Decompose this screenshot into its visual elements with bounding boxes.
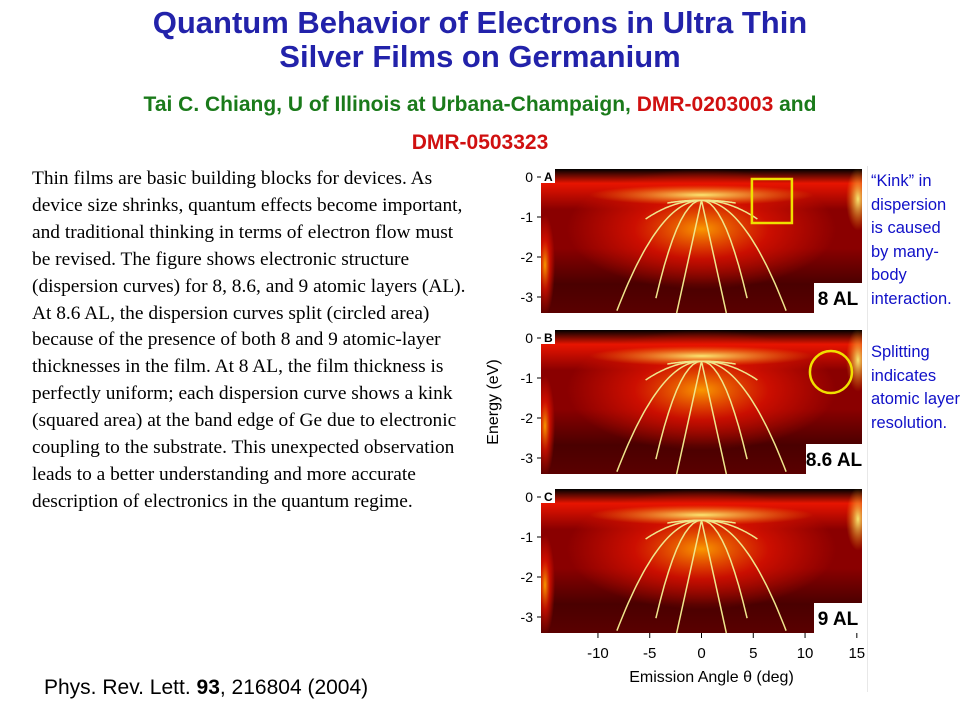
x-tick-label: 5 [749, 645, 757, 662]
splitting-note: Splitting indicates atomic layer resolut… [871, 343, 960, 432]
x-tick-label: 15 [848, 645, 865, 662]
intensity-band [589, 184, 814, 206]
citation-rest: , 216804 (2004) [219, 676, 369, 699]
x-tick-label: -10 [587, 645, 609, 662]
dispersion-figure: 0 -1 -2 -3 A 8 AL 0 -1 -2 -3 B 8.6 AL 0 -1 -2 -3 C 9 AL -1… [485, 169, 865, 686]
panel-letter: A [544, 170, 553, 184]
y-tick-label: -1 [521, 529, 534, 545]
citation-journal: Phys. Rev. Lett. [44, 676, 197, 699]
y-tick-label: -1 [521, 209, 534, 225]
edge-streak-right [846, 489, 862, 551]
dispersion-curve [616, 519, 702, 631]
author-affiliation: Tai C. Chiang, U of Illinois at Urbana-C… [143, 93, 637, 116]
dispersion-curve [655, 360, 702, 460]
y-tick-label: -3 [521, 609, 534, 625]
dispersion-curve [655, 199, 702, 299]
x-tick-label: 10 [797, 645, 814, 662]
y-tick-label: 0 [525, 169, 533, 185]
y-tick-label: -2 [521, 569, 534, 585]
panel-b: 0 -1 -2 -3 B 8.6 AL [521, 330, 863, 474]
dispersion-curve [645, 360, 702, 381]
y-tick-label: -3 [521, 289, 534, 305]
x-tick-label: 0 [697, 645, 705, 662]
panel-label: 8 AL [818, 289, 859, 310]
grant-1: DMR-0203003 [636, 93, 774, 116]
panel-label: 9 AL [818, 609, 859, 630]
grant-2: DMR-0503323 [411, 131, 549, 154]
panel-letter-bg [541, 330, 555, 344]
title-line-2: Silver Films on Germanium [279, 39, 681, 74]
y-tick-label: -2 [521, 249, 534, 265]
y-tick-label: 0 [525, 330, 533, 346]
dispersion-curve [701, 519, 748, 619]
panel-letter-bg [541, 489, 555, 503]
and-word: and [773, 93, 817, 116]
edge-streak-right [846, 169, 862, 231]
y-tick-label: -3 [521, 450, 534, 466]
dispersion-curve [675, 200, 703, 313]
x-tick-label: -5 [643, 645, 656, 662]
slide-title: Quantum Behavior of Electrons in Ultra T… [0, 6, 960, 74]
intensity-band [589, 504, 814, 526]
dispersion-curve [700, 200, 728, 313]
panel-label-box [814, 603, 862, 633]
panel-intensity [541, 169, 862, 313]
panel-letter: C [544, 490, 553, 504]
edge-streak-left [541, 375, 555, 474]
splitting-circle-marker [808, 349, 854, 395]
y-tick-label: 0 [525, 489, 533, 505]
panel-label-box [814, 283, 862, 313]
panel-letter-bg [541, 169, 555, 183]
panel-label-box [806, 444, 862, 474]
y-axis-label: Energy (eV) [485, 359, 502, 444]
dispersion-curve [700, 520, 728, 633]
kink-square-marker [750, 177, 794, 225]
divider [867, 166, 868, 692]
dispersion-curve [701, 519, 787, 631]
dispersion-curve [701, 360, 748, 460]
dispersion-curve [701, 360, 758, 381]
title-line-1: Quantum Behavior of Electrons in Ultra T… [152, 5, 808, 40]
panel-intensity [541, 330, 862, 474]
edge-streak-left [541, 534, 555, 633]
dispersion-curve [675, 361, 703, 474]
dispersion-curve [655, 519, 702, 619]
authors-line: Tai C. Chiang, U of Illinois at Urbana-C… [20, 86, 940, 162]
citation: Phys. Rev. Lett. 93, 216804 (2004) [44, 676, 368, 700]
citation-volume: 93 [196, 676, 220, 699]
edge-streak-left [541, 214, 555, 313]
dispersion-curve [701, 199, 748, 299]
dispersion-curve [675, 520, 703, 633]
x-axis-label: Emission Angle θ (deg) [629, 669, 794, 686]
panel-c: 0 -1 -2 -3 C 9 AL [521, 489, 862, 633]
body-paragraph: Thin films are basic building blocks for… [32, 168, 466, 512]
panel-label: 8.6 AL [806, 450, 863, 471]
edge-streak-right [846, 330, 862, 392]
dispersion-curve [701, 360, 787, 472]
kink-note: “Kink” in dispersion is caused by many-b… [871, 172, 952, 308]
dispersion-curve [616, 360, 702, 472]
dispersion-curve [701, 199, 787, 311]
dispersion-curve [701, 199, 758, 220]
panel-letter: B [544, 331, 553, 345]
intensity-band [589, 345, 814, 367]
dispersion-curve [645, 199, 702, 220]
dispersion-curve [616, 199, 702, 311]
y-tick-label: -1 [521, 370, 534, 386]
panel-a: 0 -1 -2 -3 A 8 AL [521, 169, 862, 313]
dispersion-curve [645, 519, 702, 540]
dispersion-curve [700, 361, 728, 474]
y-tick-label: -2 [521, 410, 534, 426]
panel-intensity [541, 489, 862, 633]
dispersion-curve [701, 519, 758, 540]
